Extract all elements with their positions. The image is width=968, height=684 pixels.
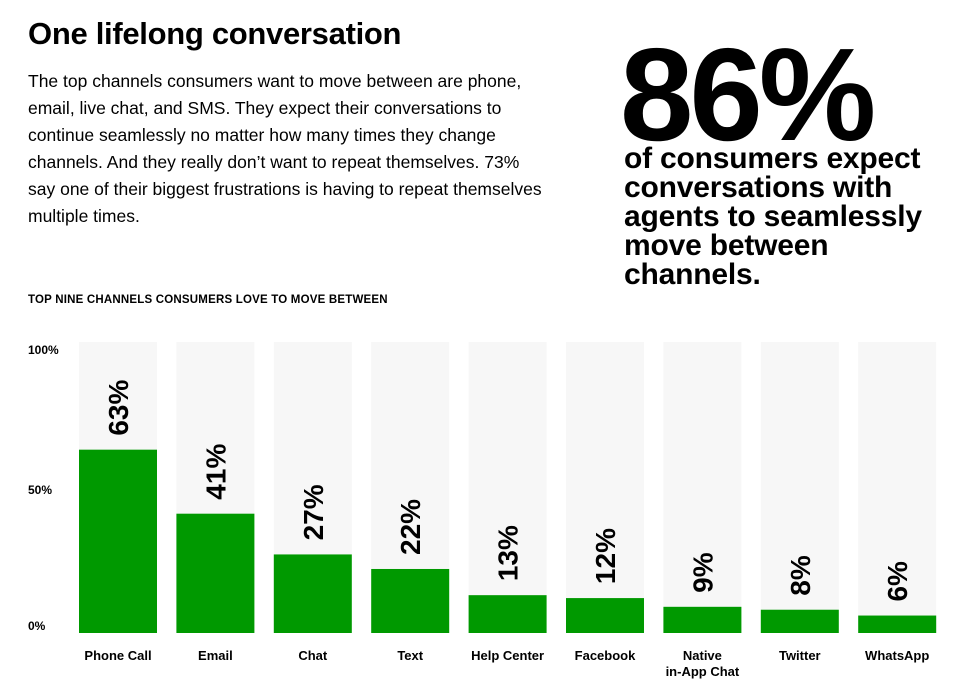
bar	[566, 598, 644, 633]
chart-title: TOP NINE CHANNELS CONSUMERS LOVE TO MOVE…	[28, 294, 388, 306]
data-label: 12%	[590, 528, 621, 584]
bar	[273, 554, 352, 633]
y-tick-label: 50%	[28, 483, 52, 497]
bar	[760, 609, 839, 633]
headline-stat-value: 86%	[620, 21, 876, 168]
category-label: Native	[683, 648, 722, 663]
bar	[858, 615, 937, 633]
category-label: Phone Call	[84, 648, 151, 663]
data-label: 13%	[493, 525, 524, 581]
bar	[663, 606, 742, 633]
bar-track	[760, 342, 839, 633]
bar-track	[468, 342, 547, 633]
bar	[371, 568, 450, 633]
data-label: 27%	[298, 484, 329, 540]
category-label: Text	[397, 648, 423, 663]
bar-track	[663, 342, 742, 633]
bar-track	[858, 342, 937, 633]
bar	[468, 595, 547, 633]
headline-stat-caption: of consumers expect conversations with a…	[624, 142, 922, 291]
page-title: One lifelong conversation	[28, 16, 402, 51]
data-label: 63%	[103, 380, 134, 436]
category-label: Facebook	[575, 648, 636, 663]
bar	[79, 449, 157, 633]
category-label: Email	[198, 648, 233, 663]
data-label: 9%	[687, 552, 718, 593]
data-label: 41%	[200, 444, 231, 500]
data-label: 22%	[395, 499, 426, 555]
category-label: WhatsApp	[865, 648, 929, 663]
data-label: 8%	[785, 555, 816, 596]
category-label: Twitter	[779, 648, 821, 663]
y-tick-label: 100%	[28, 343, 59, 357]
intro-paragraph: The top channels consumers want to move …	[28, 71, 542, 226]
bar-chart: 0% 50% 100% 63% Phone Call 41% Email 27% Chat 22%…	[28, 342, 937, 679]
data-label: 6%	[882, 561, 913, 602]
y-tick-label: 0%	[28, 619, 46, 633]
bar-track	[566, 342, 644, 633]
bar	[176, 513, 255, 633]
category-label: Help Center	[471, 648, 544, 663]
category-label: in-App Chat	[666, 664, 740, 679]
category-label: Chat	[298, 648, 328, 663]
